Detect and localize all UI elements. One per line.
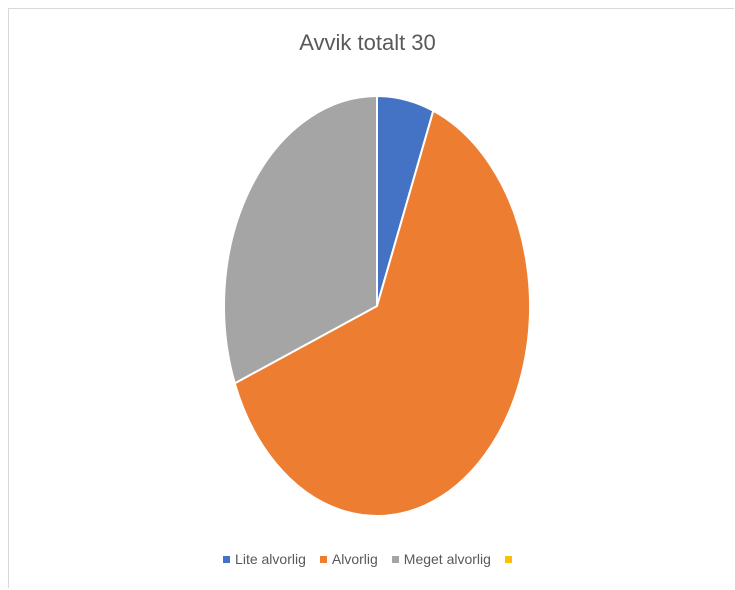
legend-label: Lite alvorlig	[235, 551, 306, 567]
legend-swatch	[223, 555, 231, 563]
legend-item-alvorlig: Alvorlig	[319, 551, 378, 567]
legend-item-lite-alvorlig: Lite alvorlig	[223, 551, 306, 567]
legend-swatch	[504, 555, 512, 563]
legend-label: Alvorlig	[331, 551, 378, 567]
legend-item-meget-alvorlig: Meget alvorlig	[391, 551, 491, 567]
chart-title: Avvik totalt 30	[299, 30, 436, 55]
pie-slice-alvorlig	[233, 109, 531, 517]
legend-item-unnamed	[504, 555, 512, 563]
legend-label: Meget alvorlig	[403, 551, 491, 567]
legend-swatch	[391, 555, 399, 563]
legend: Lite alvorlig Alvorlig Meget alvorlig	[0, 551, 735, 567]
legend-swatch	[319, 555, 327, 563]
pie-slice-meget-alvorlig	[223, 94, 378, 385]
